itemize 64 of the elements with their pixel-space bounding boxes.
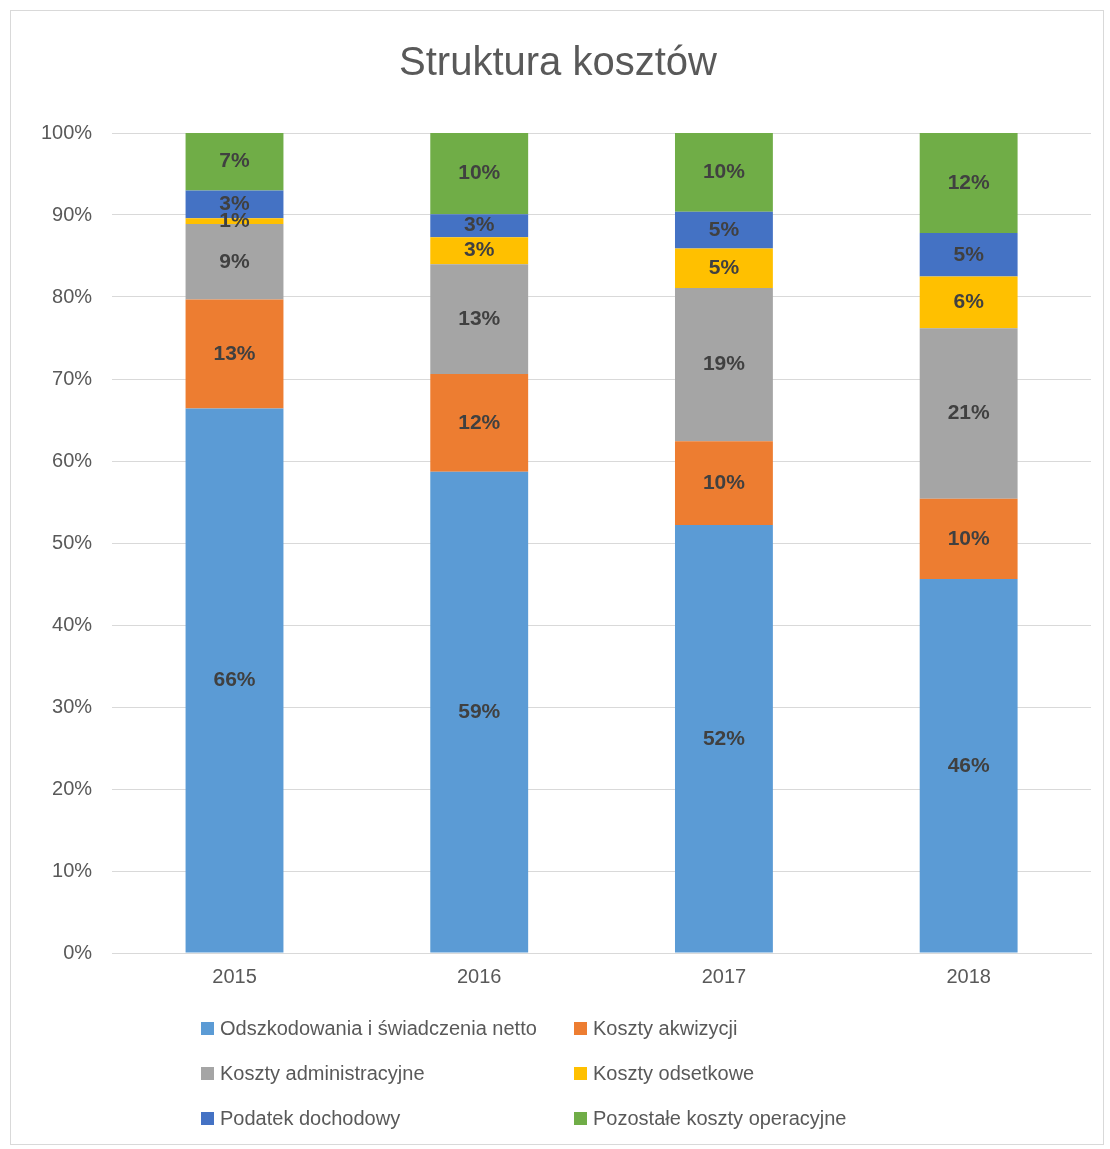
y-tick-label: 80% — [52, 284, 93, 307]
bar — [674, 133, 773, 212]
legend-label: Odszkodowania i świadczenia netto — [220, 1017, 537, 1040]
bar — [185, 408, 284, 953]
x-tick-label: 2015 — [212, 964, 257, 987]
data-label: 10% — [702, 469, 746, 493]
data-label: 10% — [458, 160, 501, 184]
bar — [674, 248, 773, 288]
bar — [919, 328, 1018, 499]
y-tick-label: 70% — [52, 366, 93, 389]
bar — [430, 264, 529, 375]
bar — [919, 233, 1018, 277]
data-label: 5% — [953, 241, 985, 265]
x-tick-label: 2016 — [456, 964, 502, 987]
x-tick-label: 2018 — [946, 964, 991, 987]
bar — [919, 579, 1018, 953]
bar — [674, 211, 773, 249]
y-tick-label: 20% — [52, 776, 93, 799]
legend-label: Koszty akwizycji — [593, 1017, 738, 1040]
data-label: 21% — [947, 400, 990, 424]
y-tick-label: 60% — [52, 448, 93, 471]
data-label: 5% — [708, 255, 740, 279]
bar — [674, 287, 773, 442]
data-label: 52% — [702, 725, 746, 749]
bar — [430, 374, 529, 472]
bar — [674, 441, 773, 525]
bar — [430, 237, 529, 265]
bar — [430, 471, 529, 953]
y-tick-label: 40% — [52, 612, 93, 635]
bar — [919, 498, 1018, 580]
data-label: 13% — [213, 340, 256, 364]
data-label: 12% — [458, 409, 501, 433]
y-tick-label: 30% — [52, 694, 93, 717]
data-label: 7% — [219, 148, 251, 172]
data-label: 6% — [953, 289, 985, 313]
bar — [430, 133, 529, 215]
bar — [919, 276, 1018, 329]
data-label: 19% — [702, 351, 746, 375]
bar — [185, 133, 284, 191]
bar — [674, 524, 773, 953]
legend-label: Podatek dochodowy — [220, 1107, 401, 1130]
bar — [919, 133, 1018, 234]
data-label: 10% — [702, 159, 746, 183]
y-tick-label: 90% — [52, 202, 93, 225]
data-label: 5% — [708, 216, 740, 240]
chart-title: Struktura kosztów — [398, 39, 718, 84]
data-label: 12% — [947, 169, 990, 193]
legend-label: Koszty administracyjne — [220, 1062, 425, 1085]
y-tick-label: 10% — [52, 858, 93, 881]
data-label: 66% — [213, 667, 256, 691]
legend-label: Pozostałe koszty operacyjne — [593, 1107, 847, 1130]
data-label: 59% — [458, 698, 501, 722]
y-tick-label: 0% — [63, 940, 93, 963]
data-label: 3% — [464, 237, 495, 261]
data-label: 10% — [947, 525, 990, 549]
data-label: 13% — [458, 305, 501, 329]
data-label: 9% — [219, 248, 251, 272]
y-tick-label: 50% — [52, 530, 93, 553]
x-tick-label: 2017 — [701, 964, 747, 987]
y-tick-label: 100% — [41, 120, 93, 143]
data-label: 46% — [947, 752, 990, 776]
bar — [185, 299, 284, 409]
legend-label: Koszty odsetkowe — [593, 1062, 755, 1085]
data-label: 3% — [464, 212, 495, 236]
